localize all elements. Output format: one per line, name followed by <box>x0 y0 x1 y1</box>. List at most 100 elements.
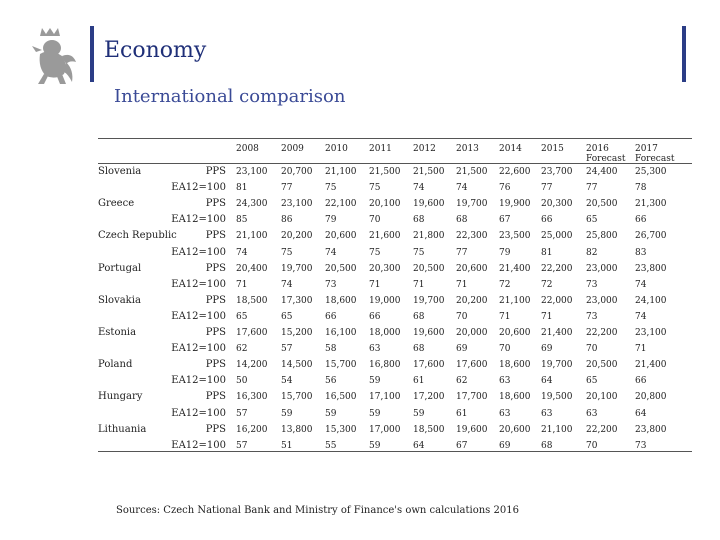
table-cell: 63 <box>541 408 553 419</box>
table-cell: 17,200 <box>413 392 445 403</box>
title-accent-bar-right <box>682 26 686 82</box>
table-cell: 21,100 <box>541 424 573 435</box>
row-label: PPS <box>205 230 226 242</box>
row-label: EA12=100 <box>171 214 226 226</box>
table-cell: 19,600 <box>413 328 445 338</box>
table-cell: 71 <box>635 344 647 355</box>
table-cell: 17,600 <box>413 360 445 371</box>
table-cell: 23,100 <box>236 167 268 177</box>
table-cell: 19,600 <box>456 424 488 435</box>
table-cell: 21,300 <box>635 199 667 210</box>
table-cell: 81 <box>236 183 248 194</box>
table-cell: 20,500 <box>586 360 618 371</box>
table-cell: 17,300 <box>281 295 313 306</box>
row-label: EA12=100 <box>171 439 226 451</box>
table-cell: 71 <box>499 311 511 322</box>
year-header: 2012 <box>413 144 436 154</box>
row-label: EA12=100 <box>171 310 226 322</box>
table-cell: 17,100 <box>369 392 401 403</box>
year-header: 2013 <box>456 144 479 154</box>
table-cell: 71 <box>369 279 381 290</box>
table-cell: 63 <box>499 408 511 419</box>
table-cell: 21,100 <box>499 295 531 306</box>
table-cell: 71 <box>413 279 425 290</box>
table-cell: 24,100 <box>635 295 667 306</box>
table-cell: 22,600 <box>499 167 531 177</box>
table-cell: 57 <box>281 344 293 355</box>
table-cell: 73 <box>586 311 598 322</box>
table-cell: 24,300 <box>236 199 268 210</box>
table-cell: 68 <box>456 215 468 226</box>
table-cell: 20,100 <box>369 199 401 210</box>
table-cell: 74 <box>325 247 337 258</box>
title-accent-bar-left <box>90 26 94 82</box>
table-cell: 23,500 <box>499 231 531 242</box>
table-cell: 76 <box>499 183 511 194</box>
table-cell: 20,500 <box>413 263 445 274</box>
table-cell: 21,400 <box>635 360 667 371</box>
table-cell: 18,500 <box>236 295 268 306</box>
year-header: 2017 Forecast <box>635 144 675 164</box>
table-cell: 18,000 <box>369 328 401 338</box>
table-cell: 78 <box>635 183 647 194</box>
table-cell: 70 <box>369 215 381 226</box>
table-cell: 79 <box>325 215 337 226</box>
table-cell: 15,300 <box>325 424 357 435</box>
table-cell: 18,600 <box>499 392 531 403</box>
table-cell: 25,000 <box>541 231 573 242</box>
table-cell: 64 <box>541 376 553 387</box>
table-cell: 63 <box>586 408 598 419</box>
table-cell: 22,000 <box>541 295 573 306</box>
table-cell: 18,500 <box>413 424 445 435</box>
table-rule-top <box>98 138 692 139</box>
table-cell: 79 <box>499 247 511 258</box>
table-cell: 63 <box>369 344 381 355</box>
source-note: Sources: Czech National Bank and Ministr… <box>116 505 519 516</box>
table-cell: 65 <box>586 215 598 226</box>
table-cell: 55 <box>325 440 337 451</box>
table-cell: 23,800 <box>635 263 667 274</box>
table-cell: 14,200 <box>236 360 268 371</box>
table-cell: 59 <box>369 376 381 387</box>
table-rule-header <box>98 163 692 164</box>
table-cell: 22,200 <box>586 328 618 338</box>
year-header: 2014 <box>499 144 522 154</box>
year-header: 2016 Forecast <box>586 144 626 164</box>
table-cell: 77 <box>281 183 293 194</box>
row-label: PPS <box>205 198 226 210</box>
country-name: Czech Republic <box>98 230 177 242</box>
table-cell: 77 <box>541 183 553 194</box>
table-cell: 21,500 <box>413 167 445 177</box>
table-cell: 83 <box>635 247 647 258</box>
table-cell: 66 <box>635 215 647 226</box>
table-cell: 74 <box>635 279 647 290</box>
page-title: Economy <box>104 38 207 63</box>
table-cell: 23,000 <box>586 295 618 306</box>
table-cell: 21,800 <box>413 231 445 242</box>
table-cell: 17,600 <box>456 360 488 371</box>
country-name: Hungary <box>98 391 143 403</box>
country-name: Slovenia <box>98 166 142 177</box>
table-cell: 74 <box>456 183 468 194</box>
table-cell: 26,700 <box>635 231 667 242</box>
table-cell: 77 <box>586 183 598 194</box>
country-name: Lithuania <box>98 423 147 435</box>
table-cell: 22,300 <box>456 231 488 242</box>
row-label: EA12=100 <box>171 182 226 194</box>
table-cell: 65 <box>281 311 293 322</box>
table-cell: 21,100 <box>325 167 357 177</box>
table-cell: 72 <box>541 279 553 290</box>
table-cell: 68 <box>413 215 425 226</box>
row-label: PPS <box>205 262 226 274</box>
table-cell: 19,500 <box>541 392 573 403</box>
table-cell: 70 <box>586 344 598 355</box>
table-cell: 15,200 <box>281 328 313 338</box>
table-cell: 23,100 <box>635 328 667 338</box>
table-cell: 15,700 <box>281 392 313 403</box>
table-cell: 20,300 <box>541 199 573 210</box>
year-header: 2015 <box>541 144 564 154</box>
table-cell: 22,100 <box>325 199 357 210</box>
year-header: 2011 <box>369 144 392 154</box>
table-cell: 59 <box>281 408 293 419</box>
table-cell: 20,800 <box>635 392 667 403</box>
